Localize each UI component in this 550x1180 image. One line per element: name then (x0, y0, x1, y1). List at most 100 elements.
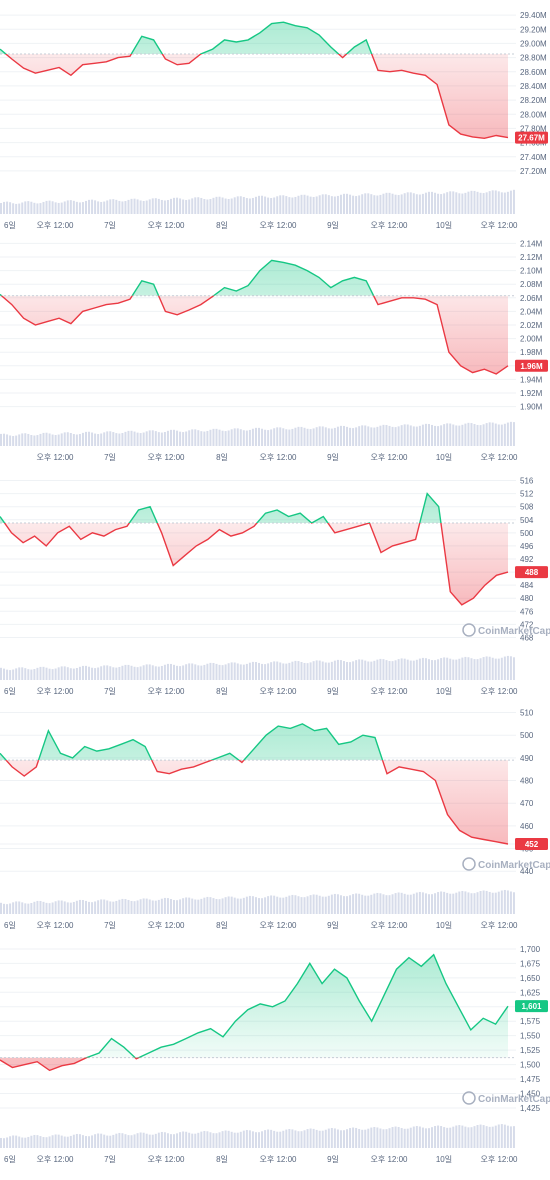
volume-bar (415, 659, 418, 680)
volume-bar (346, 896, 349, 914)
volume-bar (382, 894, 385, 914)
volume-bar (91, 1135, 94, 1148)
volume-bar (427, 894, 430, 914)
volume-bar (88, 1136, 91, 1148)
volume-bar (291, 661, 294, 680)
volume-bar (200, 898, 203, 914)
volume-bar (215, 1133, 218, 1148)
volume-bar (333, 660, 336, 680)
volume-bar (467, 1127, 470, 1148)
volume-bar (100, 1133, 103, 1148)
volume-bar (449, 191, 452, 214)
x-tick-label: 8일 (216, 453, 228, 462)
volume-bar (245, 430, 248, 446)
current-price-label: 27.67M (518, 134, 545, 143)
volume-bar (415, 194, 418, 214)
volume-bar (446, 1127, 449, 1148)
volume-bar (109, 901, 112, 914)
x-tick-label: 9일 (327, 1155, 339, 1164)
volume-bar (97, 434, 100, 446)
volume-bar (361, 194, 364, 214)
volume-bar (382, 193, 385, 214)
volume-bar (476, 659, 479, 680)
coinmarketcap-logo-icon (462, 623, 476, 637)
volume-bar (440, 891, 443, 914)
volume-bar (78, 434, 81, 446)
volume-bar (282, 1130, 285, 1148)
y-tick-label: 504 (520, 516, 534, 525)
volume-bar (379, 1128, 382, 1148)
volume-bar (124, 431, 127, 446)
volume-bar (482, 890, 485, 914)
volume-bar (45, 200, 48, 214)
price-chart-2[interactable]: 2.14M 2.12M 2.10M 2.08M 2.06M 2.04M 2.02M 2.00M… (0, 232, 550, 464)
volume-bar (45, 1137, 48, 1148)
volume-bar (336, 894, 339, 914)
volume-bar (142, 432, 145, 446)
volume-bar (355, 196, 358, 214)
volume-bar (279, 1131, 282, 1148)
volume-bar (173, 429, 176, 446)
volume-bar (440, 425, 443, 446)
volume-bar (288, 895, 291, 914)
volume-bar (188, 897, 191, 914)
price-chart-5[interactable]: 1,7001,6751,6501,6251,6001,5751,5501,525… (0, 934, 550, 1166)
volume-bar (424, 658, 427, 680)
volume-bar (264, 429, 267, 446)
volume-bar (488, 1126, 491, 1148)
volume-bar (367, 426, 370, 446)
volume-bar (63, 1136, 66, 1148)
volume-bar (476, 424, 479, 446)
volume-bar (36, 900, 39, 914)
volume-bar (163, 200, 166, 214)
price-line-down (0, 295, 509, 375)
volume-bar (355, 893, 358, 914)
volume-bar (160, 665, 163, 680)
volume-bar (391, 894, 394, 914)
volume-bar (434, 660, 437, 680)
volume-bar (455, 659, 458, 680)
volume-bar (242, 430, 245, 446)
volume-bar (461, 657, 464, 680)
volume-bar (94, 1134, 97, 1148)
volume-bar (12, 902, 15, 914)
volume-bar (309, 895, 312, 914)
x-tick-label: 오후 12:00 (481, 221, 519, 230)
volume-bar (221, 665, 224, 680)
volume-bar (512, 422, 515, 446)
volume-bar (112, 901, 115, 914)
volume-bar (412, 426, 415, 446)
volume-bar (60, 202, 63, 214)
volume-bar (403, 424, 406, 446)
volume-bar (139, 899, 142, 914)
price-chart-4[interactable]: 510500490480470460452450440CoinMarketCap… (0, 700, 550, 932)
volume-bar (446, 657, 449, 680)
volume-bar (21, 202, 24, 214)
volume-bar (403, 193, 406, 214)
volume-bar (270, 198, 273, 214)
volume-bar (142, 898, 145, 914)
price-chart-1[interactable]: 29.40M 29.20M 29.00M 28.80M 28.60M 28.40M 28.2… (0, 0, 550, 232)
volume-bar (512, 892, 515, 914)
volume-bar (236, 196, 239, 214)
volume-bar (258, 662, 260, 680)
volume-bar (273, 661, 276, 680)
volume-bar (339, 425, 342, 446)
price-chart-3[interactable]: 516 512 508 504 500 496 492 488 484 480 476 472 468C… (0, 466, 550, 698)
volume-bar (106, 431, 109, 446)
volume-bar (473, 893, 476, 914)
volume-bar (88, 666, 91, 680)
volume-bar (236, 428, 239, 446)
volume-bar (215, 899, 218, 914)
volume-bar (318, 1130, 321, 1148)
volume-bar (330, 1128, 333, 1148)
volume-bar (224, 1130, 227, 1148)
y-tick-label: 500 (520, 731, 534, 740)
volume-bar (473, 190, 476, 214)
volume-bar (264, 664, 267, 680)
volume-bar (48, 433, 51, 446)
volume-bar (449, 1127, 452, 1148)
volume-bar (440, 658, 443, 680)
volume-bar (358, 426, 361, 446)
x-tick-label: 오후 12:00 (148, 687, 186, 696)
